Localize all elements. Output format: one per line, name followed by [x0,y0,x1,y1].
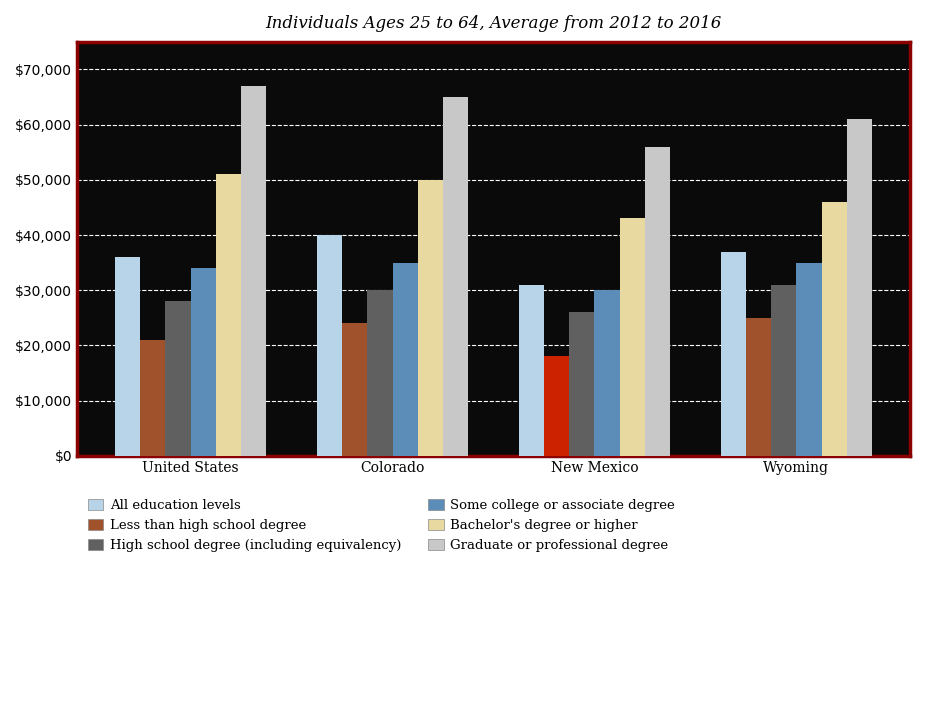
Bar [191,268,216,456]
Bar [519,285,544,456]
Bar [620,218,645,456]
Bar [847,119,872,456]
Title: Individuals Ages 25 to 64, Average from 2012 to 2016: Individuals Ages 25 to 64, Average from … [265,15,722,32]
Bar [544,357,569,456]
Bar [140,340,166,456]
Bar [115,257,140,456]
Legend: All education levels, Less than high school degree, High school degree (includin: All education levels, Less than high sch… [83,496,679,555]
Bar [746,318,771,456]
Bar [771,285,796,456]
Bar [342,323,367,456]
Bar [721,252,746,456]
Bar [569,312,595,456]
Bar [367,290,392,456]
Bar [595,290,620,456]
Bar [241,86,266,456]
Bar [418,180,443,456]
Bar [166,301,191,456]
Bar [796,263,821,456]
Bar [645,147,671,456]
Bar [443,97,468,456]
Bar [821,202,847,456]
Bar [392,263,418,456]
Bar [316,235,342,456]
Bar [216,174,241,456]
